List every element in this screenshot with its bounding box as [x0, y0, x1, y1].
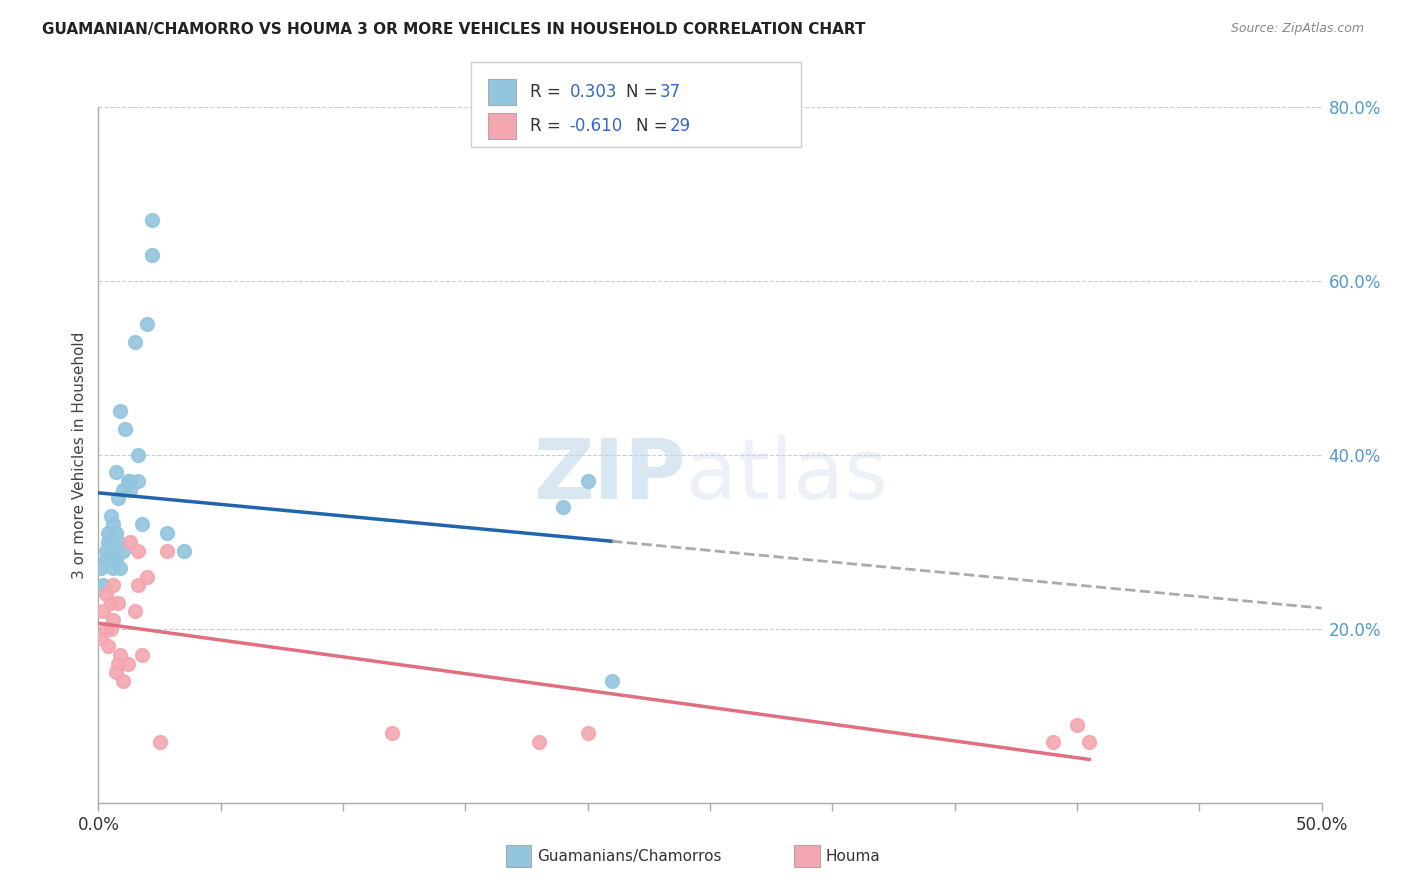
Text: atlas: atlas [686, 435, 887, 516]
Point [100, 508, 122, 523]
Point [111, 543, 134, 558]
Point [381, 726, 404, 740]
Point [600, 674, 623, 689]
Text: R =: R = [530, 117, 567, 135]
Point [1066, 717, 1088, 731]
Point [100, 596, 122, 610]
Point [90, 631, 112, 645]
Point [91, 578, 114, 592]
Point [156, 543, 179, 558]
Point [104, 552, 127, 566]
Point [97, 534, 120, 549]
Point [101, 517, 124, 532]
Point [576, 726, 599, 740]
Point [120, 534, 142, 549]
Point [94, 543, 117, 558]
Point [527, 735, 550, 749]
Point [110, 561, 132, 575]
Point [94, 552, 117, 566]
Point [141, 213, 163, 227]
Point [124, 334, 146, 349]
Point [97, 526, 120, 541]
Point [101, 613, 124, 627]
Point [149, 735, 172, 749]
Point [94, 587, 117, 601]
Text: R =: R = [530, 83, 567, 101]
Point [110, 404, 132, 418]
Point [107, 596, 129, 610]
Point [101, 543, 124, 558]
Point [131, 517, 153, 532]
Point [111, 483, 134, 497]
Text: -0.610: -0.610 [569, 117, 623, 135]
Point [104, 526, 127, 541]
Text: 29: 29 [669, 117, 690, 135]
Point [1078, 735, 1101, 749]
Point [101, 561, 124, 575]
Point [104, 665, 127, 680]
Point [1042, 735, 1064, 749]
Point [100, 552, 122, 566]
Point [117, 474, 139, 488]
Point [101, 578, 124, 592]
Point [114, 422, 136, 436]
Point [107, 657, 129, 671]
Point [131, 648, 153, 662]
Point [124, 605, 146, 619]
Point [107, 491, 129, 506]
Point [136, 570, 159, 584]
Point [90, 561, 112, 575]
Point [173, 543, 195, 558]
Text: Houma: Houma [825, 849, 880, 863]
Point [127, 474, 149, 488]
Point [94, 622, 117, 636]
Point [97, 639, 120, 653]
Text: 37: 37 [659, 83, 681, 101]
Text: GUAMANIAN/CHAMORRO VS HOUMA 3 OR MORE VEHICLES IN HOUSEHOLD CORRELATION CHART: GUAMANIAN/CHAMORRO VS HOUMA 3 OR MORE VE… [42, 22, 866, 37]
Y-axis label: 3 or more Vehicles in Household: 3 or more Vehicles in Household [72, 331, 87, 579]
Point [91, 605, 114, 619]
Text: Guamanians/Chamorros: Guamanians/Chamorros [537, 849, 721, 863]
Point [156, 526, 179, 541]
Point [576, 474, 599, 488]
Text: ZIP: ZIP [533, 435, 686, 516]
Point [127, 578, 149, 592]
Point [100, 622, 122, 636]
Point [127, 543, 149, 558]
Point [107, 534, 129, 549]
Point [104, 466, 127, 480]
Point [553, 500, 575, 514]
Text: N =: N = [636, 117, 672, 135]
Point [117, 657, 139, 671]
Text: 0.303: 0.303 [569, 83, 617, 101]
Point [120, 474, 142, 488]
Point [111, 674, 134, 689]
Text: N =: N = [626, 83, 662, 101]
Point [141, 248, 163, 262]
Point [110, 648, 132, 662]
Text: Source: ZipAtlas.com: Source: ZipAtlas.com [1230, 22, 1364, 36]
Point [136, 318, 159, 332]
Point [120, 483, 142, 497]
Point [127, 448, 149, 462]
Point [100, 534, 122, 549]
